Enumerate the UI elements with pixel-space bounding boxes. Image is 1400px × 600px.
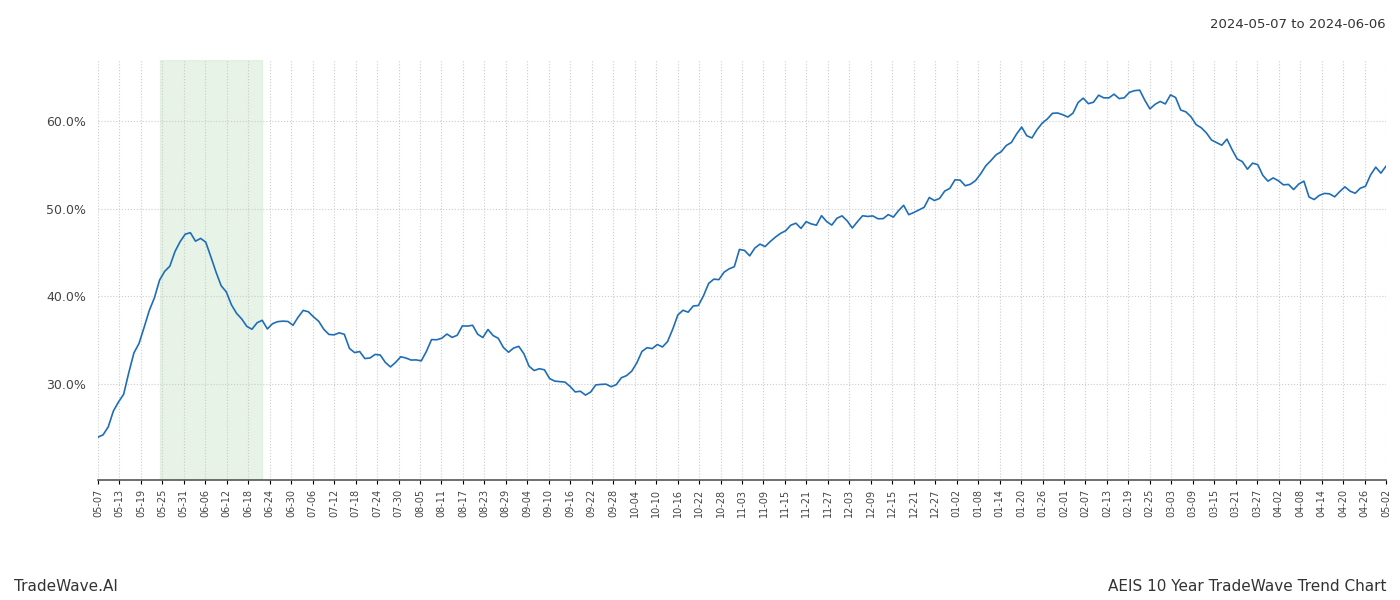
Text: AEIS 10 Year TradeWave Trend Chart: AEIS 10 Year TradeWave Trend Chart [1107,579,1386,594]
Text: TradeWave.AI: TradeWave.AI [14,579,118,594]
Bar [160,60,262,480]
Text: 2024-05-07 to 2024-06-06: 2024-05-07 to 2024-06-06 [1211,18,1386,31]
